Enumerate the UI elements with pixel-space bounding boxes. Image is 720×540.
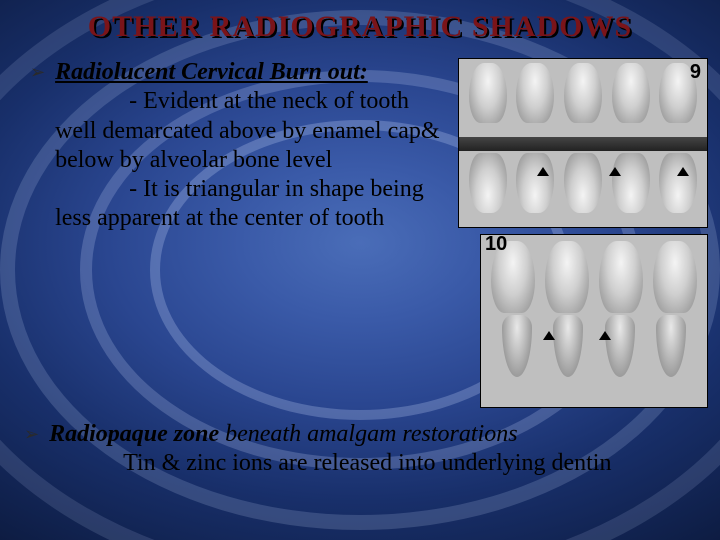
tooth-root-icon	[502, 315, 532, 377]
bullet-row: ➢ Radiopaque zone beneath amalgam restor…	[24, 420, 696, 479]
tooth-icon	[564, 63, 602, 123]
tooth-row	[459, 153, 707, 213]
tooth-icon	[516, 63, 554, 123]
tooth-icon	[612, 63, 650, 123]
bullet-icon: ➢	[30, 62, 45, 83]
dash: -	[129, 88, 143, 114]
tooth-icon	[545, 241, 589, 313]
tooth-icon	[469, 63, 507, 123]
arrow-icon	[543, 331, 555, 340]
radiograph-number: 10	[485, 234, 507, 256]
content-block-1: ➢ Radiolucent Cervical Burn out: - Evide…	[30, 58, 440, 234]
tooth-row	[459, 63, 707, 123]
slide-title: OTHER RADIOGRAPHIC SHADOWS	[0, 10, 720, 44]
radiograph-top: 9	[458, 58, 708, 228]
paragraph: Radiopaque zone beneath amalgam restorat…	[49, 420, 611, 479]
dash: -	[129, 176, 143, 202]
occlusal-line	[459, 137, 707, 151]
arrow-icon	[609, 167, 621, 176]
tooth-row	[481, 241, 707, 313]
tooth-root-icon	[553, 315, 583, 377]
arrow-icon	[599, 331, 611, 340]
tooth-row	[481, 315, 707, 377]
tooth-icon	[653, 241, 697, 313]
indent	[55, 176, 129, 202]
subheading: Radiopaque zone	[49, 421, 219, 447]
indent	[55, 88, 129, 114]
content-block-2: ➢ Radiopaque zone beneath amalgam restor…	[24, 420, 696, 479]
tooth-icon	[599, 241, 643, 313]
radiograph-bottom: 10	[480, 234, 708, 408]
radiograph-panel: 9 10	[458, 58, 708, 408]
radiograph-number: 9	[690, 61, 701, 84]
body-text: Tin & zinc ions are released into underl…	[123, 450, 611, 476]
tooth-root-icon	[605, 315, 635, 377]
bullet-row: ➢ Radiolucent Cervical Burn out: - Evide…	[30, 58, 440, 234]
tooth-icon	[516, 153, 554, 213]
tooth-icon	[612, 153, 650, 213]
subheading: Radiolucent Cervical Burn out:	[55, 59, 368, 85]
tooth-icon	[659, 153, 697, 213]
paragraph: Radiolucent Cervical Burn out: - Evident…	[55, 58, 440, 234]
tooth-icon	[564, 153, 602, 213]
slide-title-text: OTHER RADIOGRAPHIC SHADOWS	[88, 10, 632, 43]
arrow-icon	[677, 167, 689, 176]
tooth-icon	[469, 153, 507, 213]
indent	[49, 450, 123, 476]
tooth-root-icon	[656, 315, 686, 377]
body-text-italic: beneath amalgam restorations	[219, 421, 517, 447]
bullet-icon: ➢	[24, 424, 39, 445]
arrow-icon	[537, 167, 549, 176]
